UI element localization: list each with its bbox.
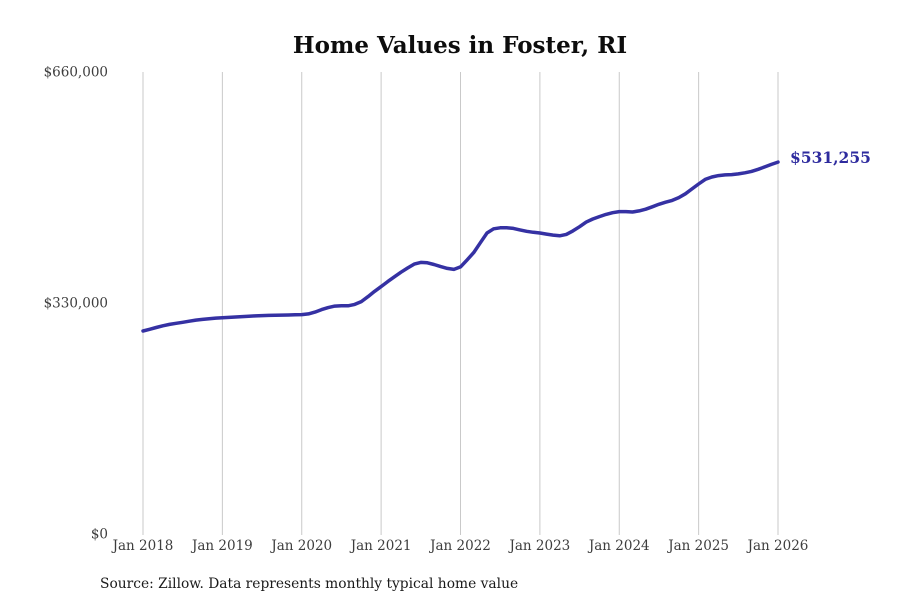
x-tick-label: Jan 2025 [666,538,729,554]
x-tick-label: Jan 2021 [349,538,412,554]
source-note: Source: Zillow. Data represents monthly … [100,576,518,592]
x-tick-label: Jan 2024 [587,538,650,554]
y-tick-label: $0 [91,527,108,543]
x-tick-label: Jan 2018 [111,538,174,554]
y-axis-labels-group: $0 $330,000 $660,000 [44,65,108,543]
x-tick-label: Jan 2026 [746,538,809,554]
home-value-line-series [141,160,780,333]
y-tick-label: $660,000 [44,65,108,81]
chart-title: Home Values in Foster, RI [293,32,627,59]
x-tick-label: Jan 2019 [190,538,253,554]
latest-value-annotation: $531,255 [790,148,871,167]
y-tick-label: $330,000 [44,296,108,312]
x-tick-label: Jan 2022 [428,538,491,554]
x-axis-labels-group: Jan 2018 Jan 2019 Jan 2020 Jan 2021 Jan 2022… [111,538,809,554]
x-tick-label: Jan 2020 [269,538,332,554]
x-tick-label: Jan 2023 [507,538,570,554]
gridlines-group [142,72,779,535]
